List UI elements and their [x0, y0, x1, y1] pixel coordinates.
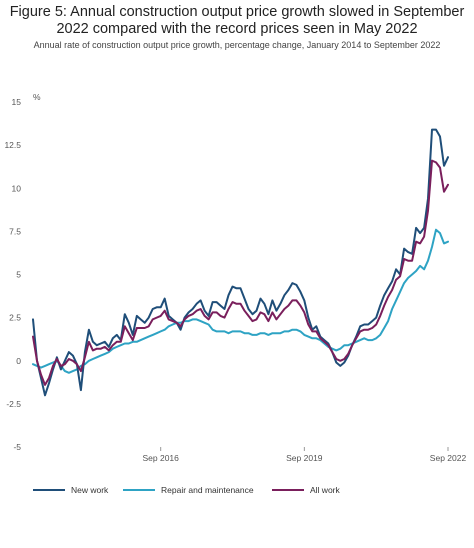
- chart-legend: New work Repair and maintenance All work: [33, 485, 341, 495]
- y-tick-label: 12.5: [4, 140, 21, 150]
- legend-label: New work: [71, 485, 109, 495]
- series-line-repair-and-maintenance: [32, 228, 449, 374]
- y-tick-label: -5: [13, 442, 21, 452]
- series-line-all-work: [32, 159, 449, 386]
- y-tick-label: 15: [12, 97, 22, 107]
- series-lines: [32, 128, 449, 397]
- y-tick-label: 2.5: [9, 313, 21, 323]
- y-tick-label: 0: [16, 356, 21, 366]
- y-tick-label: -2.5: [6, 399, 21, 409]
- series-line-new-work: [32, 128, 449, 397]
- legend-label: All work: [310, 485, 341, 495]
- y-tick-label: 5: [16, 270, 21, 280]
- legend-label: Repair and maintenance: [161, 485, 254, 495]
- y-axis: 15 12.5 10 7.5 5 2.5 0 -2.5 -5%: [4, 92, 41, 452]
- x-tick-label: Sep 2022: [430, 453, 467, 463]
- chart-title: Figure 5: Annual construction output pri…: [9, 4, 465, 37]
- y-tick-label: 7.5: [9, 226, 21, 236]
- x-tick-label: Sep 2016: [142, 453, 179, 463]
- x-axis: Sep 2016 Sep 2019 Sep 2022: [142, 447, 466, 463]
- y-tick-label: 10: [12, 183, 22, 193]
- x-tick-label: Sep 2019: [286, 453, 323, 463]
- chart-subtitle: Annual rate of construction output price…: [33, 40, 441, 50]
- y-axis-unit: %: [33, 92, 41, 102]
